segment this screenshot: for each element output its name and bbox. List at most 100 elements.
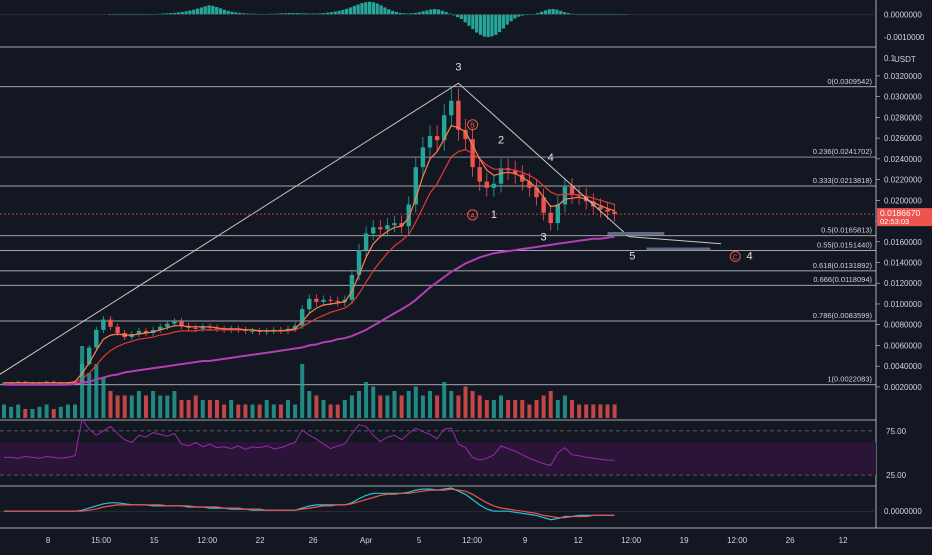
volume-bar: [314, 395, 319, 418]
price-axis-label: 0.0040000: [884, 362, 922, 371]
macd-histogram-bar: [482, 14, 486, 37]
macd-histogram-bar: [540, 11, 544, 15]
candle-body: [165, 323, 170, 327]
volume-bar: [570, 400, 574, 418]
macd-histogram-bar: [528, 14, 532, 16]
candle-body: [314, 298, 319, 302]
volume-bar: [399, 395, 404, 418]
macd-histogram-bar: [440, 10, 444, 15]
volume-bar: [435, 395, 440, 418]
fib-level-label: 0.236(0.0241702): [813, 147, 873, 156]
candle-body: [172, 321, 177, 324]
volume-bar: [477, 395, 482, 418]
volume-bar: [179, 400, 184, 418]
macd-histogram-bar: [165, 13, 169, 15]
wave-path-line[interactable]: [0, 82, 722, 381]
volume-bar: [534, 400, 539, 418]
volume-bar: [229, 400, 234, 418]
candle-body: [349, 274, 355, 300]
candle-body: [356, 250, 362, 275]
price-axis-label: 0.0320000: [884, 72, 922, 81]
price-axis-label: 0.0120000: [884, 279, 922, 288]
volume-bar: [349, 395, 354, 418]
volume-bar: [44, 404, 49, 418]
candle-body: [605, 209, 610, 212]
volume-bar: [385, 395, 390, 418]
candle-body: [1, 382, 7, 384]
macd-histogram-bar: [276, 13, 280, 15]
macd-histogram-bar: [115, 14, 119, 16]
macd-histogram-bar: [406, 13, 410, 15]
macd-histogram-bar: [356, 4, 360, 15]
macd-histogram-bar: [199, 7, 203, 15]
macd-histogram-bar: [195, 8, 200, 15]
macd-histogram-bar: [585, 14, 590, 16]
macd-histogram-bar: [146, 14, 150, 16]
volume-bar: [527, 404, 532, 418]
wave-label: B: [470, 123, 475, 130]
macd-histogram-bar: [390, 10, 395, 15]
macd-histogram-bar: [325, 12, 330, 15]
target-zone[interactable]: [607, 231, 665, 235]
volume-bar: [357, 391, 361, 418]
volume-bar: [520, 400, 525, 418]
candle-body: [534, 187, 539, 198]
volume-bar: [321, 400, 326, 418]
candle-body: [363, 233, 369, 251]
volume-bar: [101, 377, 106, 418]
price-axis-label: 0.0100000: [884, 300, 922, 309]
price-axis-label: 0.0060000: [884, 341, 922, 350]
volume-bar: [236, 404, 241, 418]
candle-body: [612, 211, 617, 214]
target-zone[interactable]: [646, 247, 711, 251]
wave-label-circle: [467, 209, 479, 221]
volume-bar: [513, 400, 518, 418]
candle-body: [406, 204, 411, 227]
macd-histogram-bar: [238, 12, 242, 15]
wave-label: A: [470, 213, 475, 220]
macd-series-line: [4, 488, 615, 519]
candle-body: [413, 167, 418, 205]
volume-bar: [58, 406, 63, 418]
volume-bar: [378, 395, 383, 418]
volume-bar: [16, 404, 21, 418]
macd-histogram-bar: [123, 14, 127, 16]
macd-histogram-bar: [287, 13, 291, 15]
candle-body: [392, 223, 397, 226]
macd-histogram-bar: [478, 14, 483, 35]
ema-slow-line: [4, 148, 615, 384]
wave-label-circle: [467, 119, 479, 131]
volume-bar: [293, 404, 298, 418]
candle-body: [513, 170, 518, 175]
macd-histogram-bar: [509, 14, 513, 22]
volume-bar: [94, 364, 99, 418]
macd-histogram-bar: [180, 11, 184, 15]
macd-histogram-bar: [245, 13, 249, 15]
macd-panel: [0, 487, 876, 521]
wave-label: C: [733, 254, 738, 261]
rsi-axis-label: 75.00: [886, 427, 907, 436]
volume-bar: [207, 400, 212, 418]
macd-histogram-bar: [467, 14, 471, 26]
current-price-label: 0.0186670: [880, 208, 920, 218]
macd-histogram-bar: [368, 1, 372, 15]
volume-bar: [555, 400, 560, 418]
macd-histogram-axis-label: 0.0000000: [884, 10, 922, 19]
wave-drawing[interactable]: 3 B 2 A 1 4 3 5 C 4: [0, 62, 753, 381]
volume-bar: [598, 404, 603, 418]
macd-histogram-bar: [608, 14, 613, 16]
macd-histogram-bar: [448, 13, 452, 15]
price-axis-label: 0.0140000: [884, 259, 922, 268]
macd-histogram-bar: [413, 12, 418, 15]
price-axis-label: 0.0300000: [884, 93, 922, 102]
macd-histogram-bar: [429, 9, 433, 15]
macd-histogram-bar: [306, 13, 311, 15]
price-axis-label: 0.0260000: [884, 134, 922, 143]
macd-histogram-bar: [108, 14, 112, 16]
macd-histogram-bar: [318, 13, 322, 15]
macd-histogram-bar: [268, 13, 272, 15]
candle-body: [378, 227, 383, 230]
macd-histogram-bar: [398, 12, 402, 15]
